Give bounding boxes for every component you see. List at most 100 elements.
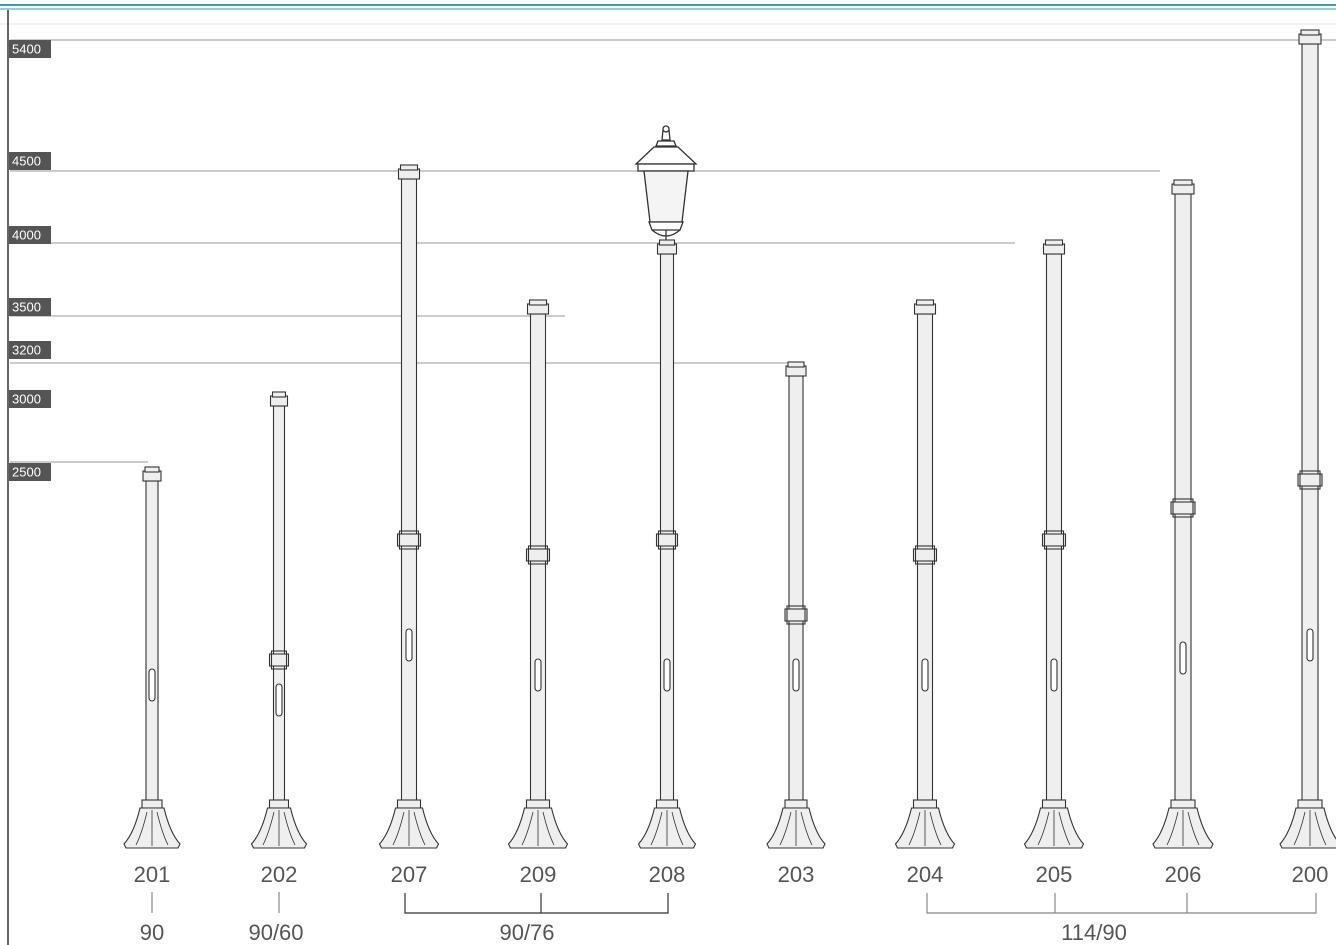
post-base-ring <box>1170 799 1196 809</box>
post-base-detail <box>1037 810 1071 846</box>
post-base-detail <box>1166 810 1200 846</box>
post-base-detail <box>392 810 426 846</box>
post-shaft <box>788 375 804 803</box>
post-base-detail <box>650 810 684 846</box>
post-base-detail <box>908 810 942 846</box>
height-label: 5400 <box>12 41 41 56</box>
post-finial <box>658 239 676 246</box>
height-label-box <box>9 341 51 359</box>
lamp-post <box>894 299 956 849</box>
post-shaft <box>1174 193 1192 803</box>
post-shaft <box>1301 43 1319 803</box>
height-label-box <box>9 298 51 316</box>
post-shaft <box>400 178 418 803</box>
post-base-detail <box>262 810 296 846</box>
post-collar <box>784 608 808 622</box>
model-label: 204 <box>907 862 944 887</box>
diameter-label: 90/76 <box>499 920 554 945</box>
height-label-box <box>9 152 51 170</box>
post-shaft <box>659 253 675 803</box>
height-label-box <box>9 463 51 481</box>
post-collar <box>270 650 288 670</box>
post-collar <box>398 530 420 550</box>
post-door <box>1050 658 1058 692</box>
post-collar <box>786 605 806 625</box>
height-label-box <box>9 226 51 244</box>
post-door <box>405 628 413 662</box>
post-base-ring <box>912 799 938 809</box>
post-door <box>663 658 671 692</box>
lamp-post <box>507 299 569 849</box>
diameter-label: 90 <box>140 920 164 945</box>
post-base-ring <box>655 799 679 809</box>
post-door <box>534 658 542 692</box>
post-collar <box>396 533 422 547</box>
post-shaft <box>272 405 286 803</box>
post-collar <box>1170 501 1196 515</box>
lamp-post <box>637 239 697 849</box>
post-collar <box>525 548 551 562</box>
height-label: 3200 <box>12 342 41 357</box>
post-collar <box>1041 533 1067 547</box>
post-collar <box>1297 473 1323 487</box>
post-shaft <box>145 480 159 803</box>
post-door <box>275 683 283 717</box>
post-finial <box>787 361 805 368</box>
post-door <box>792 658 800 692</box>
model-label: 209 <box>520 862 557 887</box>
model-label: 206 <box>1165 862 1202 887</box>
post-finial <box>399 164 419 171</box>
diameter-label: 114/90 <box>1061 920 1127 945</box>
post-collar <box>268 653 290 667</box>
post-base-detail <box>1293 810 1327 846</box>
post-base-ring <box>525 799 551 809</box>
lantern <box>634 125 698 240</box>
post-collar <box>1299 470 1321 490</box>
post-shaft <box>1045 253 1063 803</box>
post-collar <box>914 545 936 565</box>
diameter-label: 90/60 <box>248 920 303 945</box>
post-base-ring <box>141 799 163 809</box>
model-label: 205 <box>1036 862 1073 887</box>
height-label: 2500 <box>12 464 41 479</box>
lamp-post <box>1152 179 1214 849</box>
post-base-ring <box>784 799 808 809</box>
post-base-ring <box>396 799 422 809</box>
height-label: 3000 <box>12 391 41 406</box>
post-door <box>921 658 929 692</box>
post-base-ring <box>268 799 290 809</box>
post-door <box>1179 641 1187 675</box>
post-door <box>148 668 156 702</box>
model-label: 208 <box>649 862 686 887</box>
post-finial <box>144 466 160 473</box>
model-label: 207 <box>391 862 428 887</box>
lamp-post <box>1023 239 1085 849</box>
post-finial <box>528 299 548 306</box>
post-collar <box>1172 498 1194 518</box>
post-base-detail <box>135 810 169 846</box>
post-base <box>1279 807 1336 849</box>
post-collar <box>657 530 677 550</box>
lamp-post <box>378 164 440 849</box>
lamp-post <box>1279 29 1336 849</box>
height-label-box <box>9 40 51 58</box>
lamp-post <box>250 391 308 849</box>
post-collar <box>527 545 549 565</box>
diameter-brackets <box>151 892 1317 914</box>
post-finial <box>1173 179 1193 186</box>
height-label-box <box>9 390 51 408</box>
post-door <box>1306 628 1314 662</box>
post-finial <box>915 299 935 306</box>
post-finial <box>1044 239 1064 246</box>
post-base-detail <box>521 810 555 846</box>
height-label: 4000 <box>12 227 41 242</box>
post-collar <box>912 548 938 562</box>
model-label: 203 <box>778 862 815 887</box>
lamp-post <box>123 466 181 849</box>
post-finial <box>271 391 287 398</box>
model-label: 201 <box>134 862 171 887</box>
post-base-ring <box>1297 799 1323 809</box>
post-base-ring <box>1041 799 1067 809</box>
post-collar <box>655 533 679 547</box>
